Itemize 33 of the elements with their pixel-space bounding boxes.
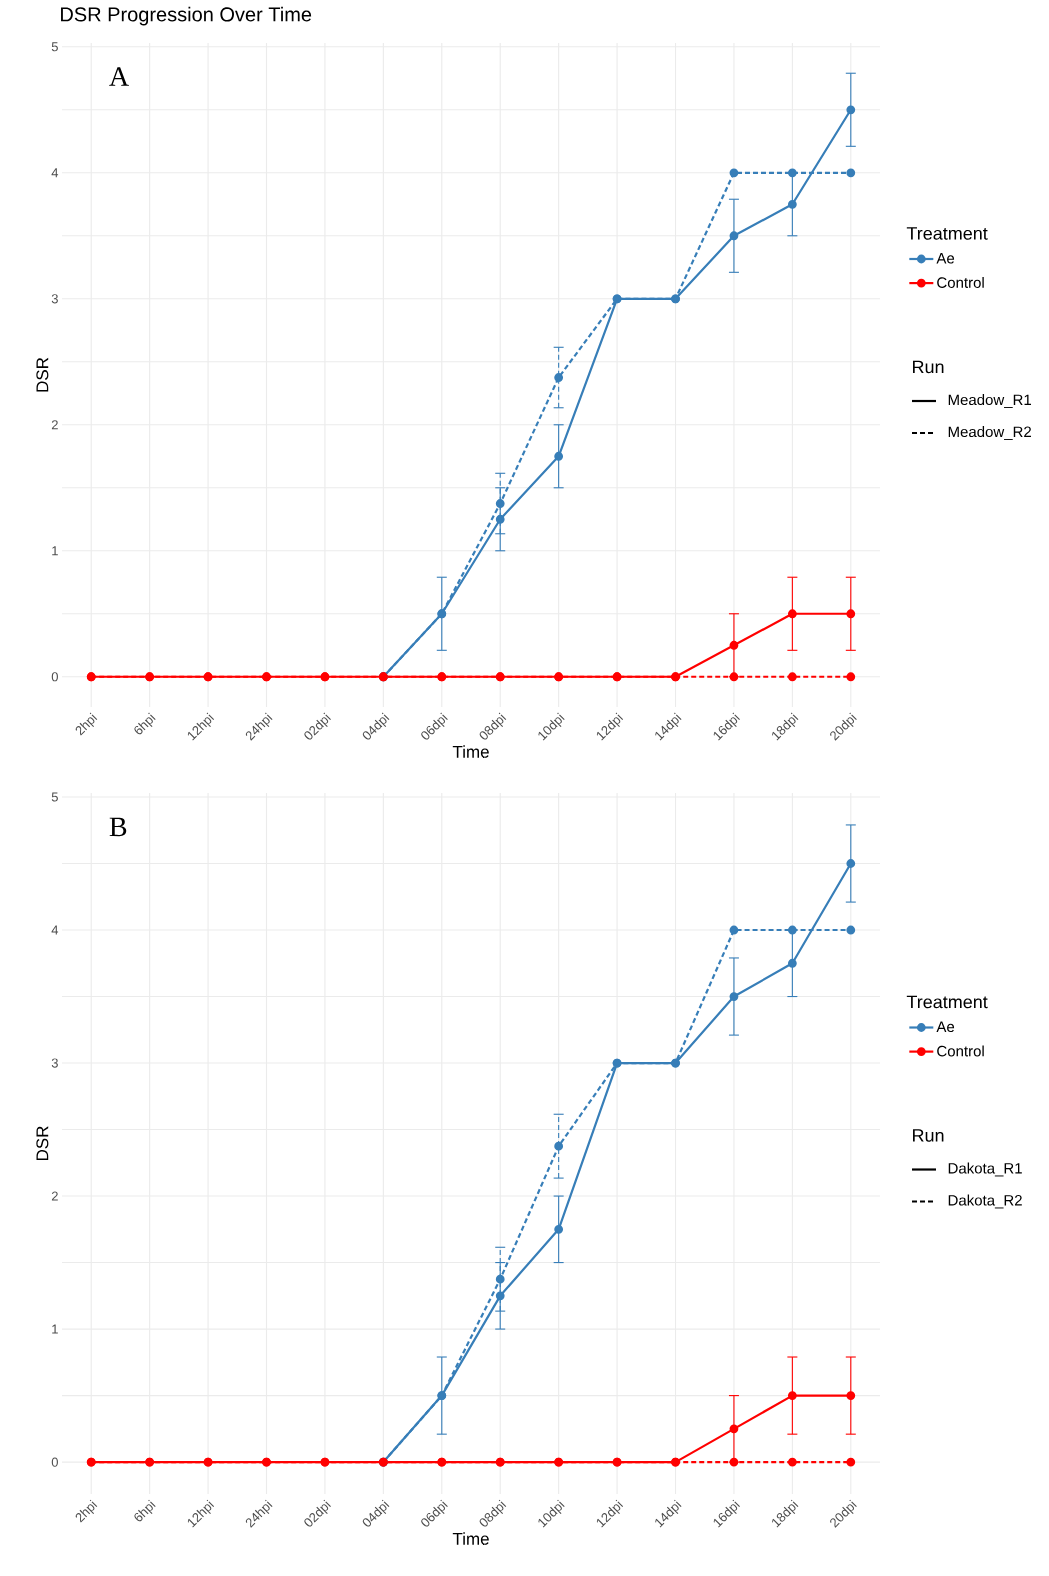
y-tick-label: 0	[51, 672, 58, 682]
chart-title: DSR Progression Over Time	[61, 6, 312, 26]
y-tick-label: 1	[52, 546, 58, 556]
y-tick-label: 3	[51, 294, 58, 304]
y-tick-label: 0	[51, 1457, 58, 1467]
y-axis-title: DSR	[36, 1126, 49, 1161]
text: Meadow_R1	[948, 394, 1032, 408]
legend-title: Treatment	[906, 227, 988, 240]
y-tick-label: 4	[51, 168, 59, 178]
y-tick-label: 3	[51, 1058, 58, 1068]
y-tick-label: 4	[51, 925, 59, 935]
text: Run	[913, 1129, 944, 1142]
annotation: A	[109, 67, 129, 86]
x-axis-title: Time	[452, 745, 489, 758]
x-tick-label: 6hpi	[134, 712, 156, 735]
x-axis-title: Time	[452, 1532, 489, 1545]
text: Run	[913, 360, 944, 374]
legend-label: Ae	[936, 253, 955, 264]
y-tick-label: 5	[51, 792, 58, 802]
annotation: B	[109, 817, 127, 837]
y-tick-label: 1	[52, 1324, 58, 1334]
legend-label: Control	[937, 1045, 984, 1057]
y-tick-label: 2	[51, 420, 58, 430]
legend-label: Ae	[936, 1021, 955, 1033]
text: Meadow_R2	[948, 426, 1031, 440]
legend-title: Treatment	[906, 995, 988, 1009]
text: Dakota_R2	[948, 1194, 1022, 1209]
y-tick-label: 5	[51, 42, 58, 52]
x-tick-label: 6hpi	[134, 1499, 156, 1522]
text: Dakota_R1	[948, 1162, 1022, 1177]
legend-label: Control	[937, 276, 984, 288]
y-axis-title: DSR	[36, 357, 49, 392]
y-tick-label: 2	[51, 1191, 58, 1201]
